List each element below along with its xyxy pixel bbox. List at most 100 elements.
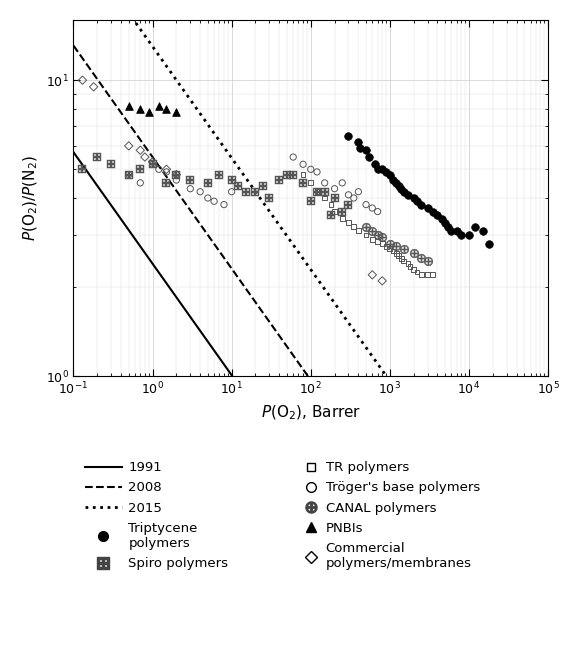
- Point: [409, 264, 418, 275]
- Point: [399, 186, 408, 197]
- Point: [330, 183, 339, 194]
- Point: [464, 230, 473, 240]
- Point: [162, 164, 171, 175]
- Point: [409, 193, 418, 203]
- Point: [306, 178, 315, 188]
- Point: [479, 226, 488, 236]
- Point: [282, 169, 292, 180]
- X-axis label: $P$(O$_2$), Barrer: $P$(O$_2$), Barrer: [260, 403, 361, 422]
- Point: [289, 169, 298, 180]
- Point: [265, 193, 274, 203]
- Point: [219, 199, 228, 210]
- Point: [124, 141, 133, 151]
- Point: [320, 186, 329, 197]
- Point: [227, 186, 236, 197]
- Point: [162, 104, 171, 114]
- Point: [349, 193, 358, 203]
- Point: [354, 137, 363, 147]
- Point: [437, 214, 446, 224]
- Point: [298, 169, 307, 180]
- Point: [389, 175, 398, 185]
- Point: [417, 269, 426, 280]
- Point: [306, 196, 315, 207]
- Point: [312, 186, 321, 197]
- Point: [186, 175, 195, 185]
- Point: [172, 169, 181, 180]
- Point: [203, 178, 212, 188]
- Point: [327, 210, 336, 220]
- Point: [210, 196, 219, 207]
- Point: [136, 104, 145, 114]
- Point: [344, 217, 353, 228]
- Point: [233, 180, 242, 191]
- Point: [78, 75, 87, 86]
- Point: [362, 199, 371, 210]
- Point: [140, 152, 149, 162]
- Point: [338, 207, 347, 217]
- Point: [406, 261, 415, 272]
- Point: [389, 246, 398, 256]
- Point: [355, 143, 364, 153]
- Point: [373, 230, 382, 240]
- Point: [241, 186, 250, 197]
- Point: [441, 217, 450, 228]
- Point: [394, 180, 403, 191]
- Point: [330, 207, 339, 217]
- Point: [251, 186, 260, 197]
- Point: [344, 130, 353, 141]
- Point: [306, 164, 315, 175]
- Point: [154, 100, 163, 111]
- Point: [195, 186, 205, 197]
- Point: [371, 159, 380, 170]
- Point: [145, 107, 154, 117]
- Point: [124, 169, 133, 180]
- Y-axis label: $P$(O$_2$)/$P$(N$_2$): $P$(O$_2$)/$P$(N$_2$): [21, 155, 40, 241]
- Point: [203, 193, 212, 203]
- Point: [373, 164, 382, 175]
- Point: [428, 269, 437, 280]
- Point: [409, 248, 418, 259]
- Point: [312, 166, 321, 177]
- Point: [394, 251, 403, 261]
- Point: [215, 169, 224, 180]
- Point: [377, 164, 386, 175]
- Point: [327, 199, 336, 210]
- Point: [447, 226, 456, 236]
- Point: [385, 244, 394, 254]
- Point: [320, 193, 329, 203]
- Point: [485, 238, 494, 249]
- Point: [330, 193, 339, 203]
- Point: [354, 186, 363, 197]
- Point: [423, 255, 432, 266]
- Point: [349, 221, 358, 232]
- Point: [444, 221, 453, 232]
- Point: [368, 269, 377, 280]
- Point: [362, 145, 371, 156]
- Point: [403, 189, 412, 200]
- Point: [399, 255, 408, 266]
- Point: [154, 164, 163, 175]
- Point: [423, 203, 432, 213]
- Point: [403, 258, 412, 269]
- Point: [382, 166, 391, 177]
- Point: [412, 196, 421, 207]
- Point: [148, 159, 157, 170]
- Point: [377, 275, 386, 286]
- Point: [124, 100, 133, 111]
- Point: [452, 226, 461, 236]
- Point: [89, 82, 98, 92]
- Point: [172, 175, 181, 185]
- Point: [78, 164, 87, 175]
- Point: [298, 178, 307, 188]
- Point: [107, 159, 116, 170]
- Point: [186, 183, 195, 194]
- Point: [344, 199, 353, 210]
- Point: [320, 178, 329, 188]
- Point: [289, 152, 298, 162]
- Point: [417, 253, 426, 264]
- Point: [148, 159, 157, 170]
- Point: [227, 175, 236, 185]
- Point: [312, 186, 321, 197]
- Point: [392, 241, 401, 251]
- Point: [275, 175, 284, 185]
